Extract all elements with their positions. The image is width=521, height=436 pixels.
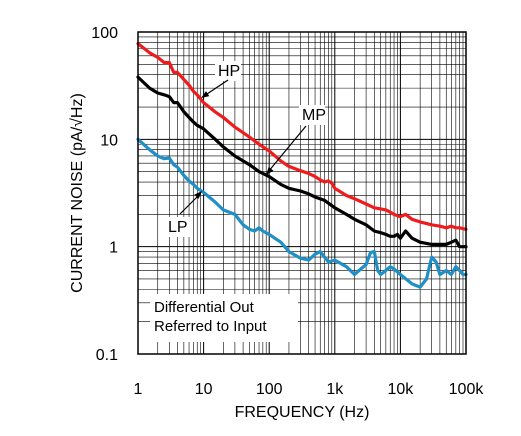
annotation-box-bg [150, 294, 298, 342]
series-line-hp [136, 42, 468, 231]
y-tick-label: 10 [100, 132, 118, 149]
y-axis-title: CURRENT NOISE (pA/√Hz) [69, 93, 86, 293]
label-bg-mp [299, 105, 325, 125]
leader-line-mp [267, 125, 307, 173]
label-mp: MP [302, 107, 326, 124]
x-tick-label: 100 [256, 381, 283, 398]
x-tick-label: 1 [134, 381, 143, 398]
series-line-lp [136, 137, 468, 289]
label-lp: LP [168, 219, 188, 236]
arrowhead-mp [266, 166, 274, 175]
label-bg-lp [165, 217, 191, 237]
leader-line-hp [203, 79, 229, 97]
x-axis-title: FREQUENCY (Hz) [235, 404, 370, 421]
y-tick-label: 100 [91, 25, 118, 42]
x-tick-label: 100k [449, 381, 485, 398]
annotation-line: Differential Out [154, 299, 255, 316]
tick-labels: 1 10 100 1k 10k 100k 0.1 1 10 100 [91, 25, 484, 398]
y-tick-label: 0.1 [96, 347, 118, 364]
leader-line-lp [179, 193, 201, 215]
series-labels: HP MP LP [165, 61, 326, 237]
annotation-box: Differential Out Referred to Input [150, 294, 298, 342]
series-line-mp [136, 75, 468, 249]
arrowhead-lp [194, 191, 202, 199]
plot-frame [137, 31, 467, 355]
series-layer [136, 42, 468, 289]
label-bg-hp [215, 61, 241, 81]
x-tick-label: 10 [195, 381, 213, 398]
label-hp: HP [218, 63, 240, 80]
x-tick-label: 10k [388, 381, 415, 398]
y-tick-label: 1 [109, 240, 118, 257]
arrowhead-hp [201, 91, 210, 98]
annotation-line: Referred to Input [154, 318, 267, 335]
x-tick-label: 1k [326, 381, 344, 398]
